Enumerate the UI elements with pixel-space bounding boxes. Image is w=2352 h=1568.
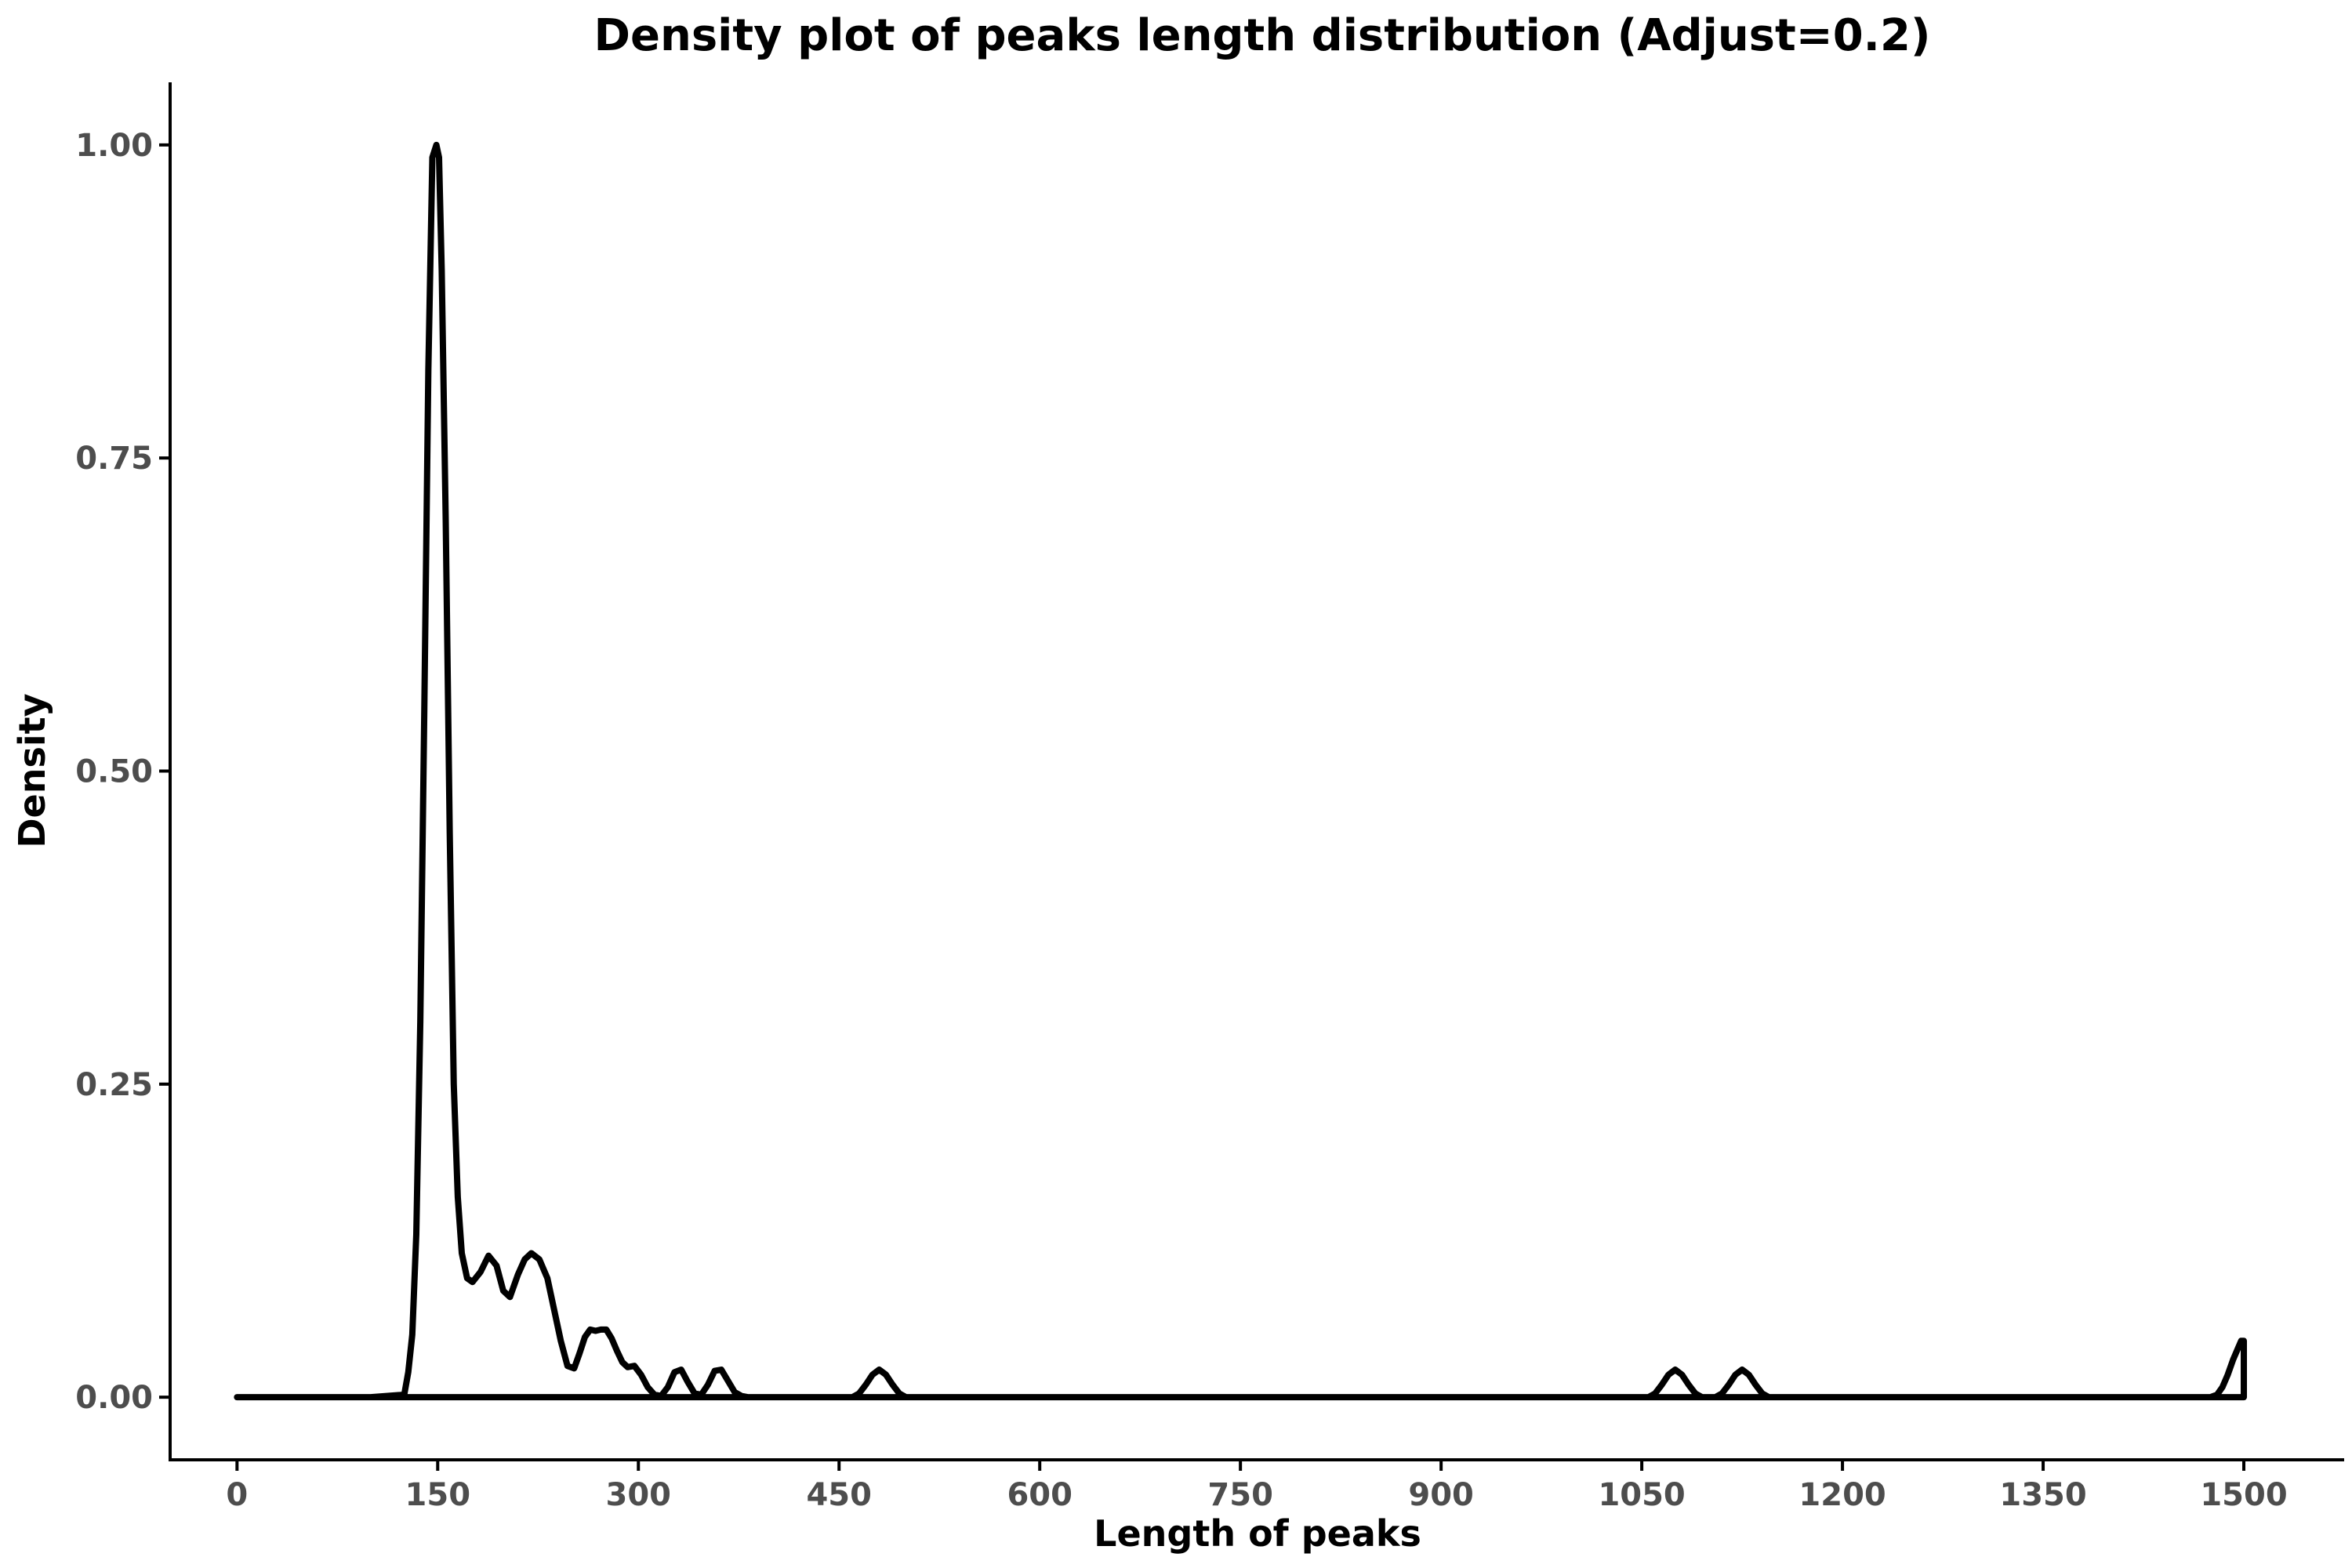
y-tick-label: 1.00 bbox=[75, 128, 153, 164]
x-tick-label: 750 bbox=[1207, 1477, 1273, 1513]
x-tick-label: 900 bbox=[1408, 1477, 1474, 1513]
plot-area bbox=[234, 141, 2248, 1401]
x-tick-label: 600 bbox=[1007, 1477, 1073, 1513]
y-axis-ticks: 0.00 0.25 0.50 0.75 1.00 bbox=[75, 128, 170, 1416]
density-curve bbox=[234, 141, 2248, 1401]
x-tick-label: 1500 bbox=[2200, 1477, 2287, 1513]
chart-title: Density plot of peaks length distributio… bbox=[593, 10, 1930, 61]
x-tick-label: 450 bbox=[806, 1477, 872, 1513]
x-tick-label: 300 bbox=[606, 1477, 672, 1513]
y-tick-label: 0.75 bbox=[75, 441, 153, 477]
x-axis-ticks: 0 150 300 450 600 750 900 1050 1200 1350 1500 bbox=[226, 1460, 2288, 1513]
x-tick-label: 1350 bbox=[1999, 1477, 2086, 1513]
x-axis-title: Length of peaks bbox=[1094, 1512, 1421, 1555]
y-tick-label: 0.00 bbox=[75, 1380, 153, 1416]
y-tick-label: 0.25 bbox=[75, 1067, 153, 1103]
x-tick-label: 0 bbox=[226, 1477, 248, 1513]
y-tick-label: 0.50 bbox=[75, 754, 153, 790]
x-tick-label: 1200 bbox=[1798, 1477, 1886, 1513]
x-tick-label: 150 bbox=[405, 1477, 471, 1513]
x-tick-label: 1050 bbox=[1598, 1477, 1685, 1513]
y-axis-title: Density bbox=[11, 693, 53, 848]
